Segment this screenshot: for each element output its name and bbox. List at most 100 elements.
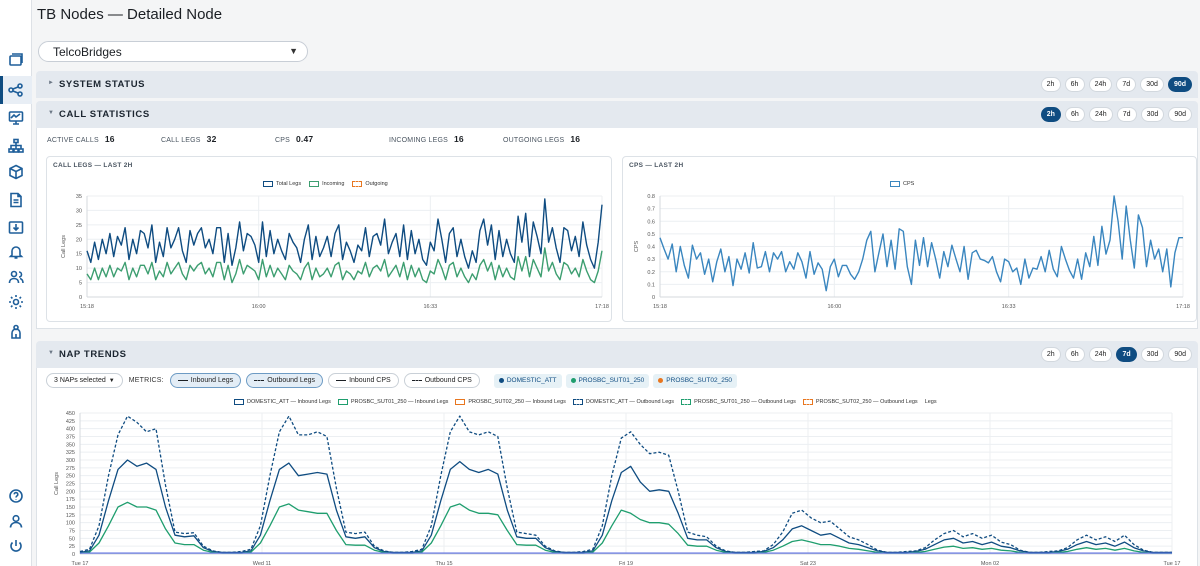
legend-item[interactable]: PROSBC_SUT01_250 — Inbound Legs: [337, 399, 448, 405]
x-tick-label: 15:18: [653, 304, 667, 310]
cps-chart-title: CPS — LAST 2H: [629, 162, 684, 169]
legend-item[interactable]: DOMESTIC_ATT — Outbound Legs: [572, 399, 674, 405]
system-status-range-2h[interactable]: 2h: [1040, 77, 1061, 92]
x-tick-label: 16:33: [1002, 304, 1016, 310]
x-tick-label: Sat 23: [800, 561, 816, 566]
document-icon[interactable]: [6, 190, 26, 210]
y-axis-label: CPS: [634, 241, 640, 253]
stat-cps: CPS 0.47: [275, 134, 314, 144]
metric-pill-outbound-legs[interactable]: Outbound Legs: [246, 373, 324, 388]
legend-label: PROSBC_SUT02_250 — Outbound Legs: [815, 399, 918, 405]
nap-trends-range-24h[interactable]: 24h: [1088, 347, 1113, 362]
legend-item[interactable]: PROSBC_SUT02_250 — Outbound Legs: [802, 399, 918, 405]
y-tick-label: 30: [76, 208, 82, 214]
nap-tag-label: DOMESTIC_ATT: [506, 377, 557, 384]
system-status-range-group: 2h 6h 24h 7d 30d 90d: [1040, 77, 1192, 92]
monitor-icon[interactable]: [6, 108, 26, 128]
bell-icon[interactable]: [6, 242, 26, 262]
hierarchy-icon[interactable]: [6, 136, 26, 156]
legend-item[interactable]: PROSBC_SUT01_250 — Outbound Legs: [681, 399, 796, 405]
y-tick-label: 50: [69, 536, 75, 542]
call-statistics-header[interactable]: ▼ CALL STATISTICS 2h 6h 24h 7d 30d 90d: [36, 101, 1198, 128]
nap-trends-header[interactable]: ▼ NAP TRENDS 2h 6h 24h 7d 30d 90d: [36, 341, 1198, 368]
nap-select[interactable]: 3 NAPs selected ▼: [46, 373, 123, 388]
y-tick-label: 0.3: [647, 257, 655, 263]
call-legs-chart: 0 5 10 15 20 25 30 35 15:18 16:00 16:33 17:18 Call L…: [61, 194, 609, 310]
metric-pill-inbound-cps[interactable]: Inbound CPS: [328, 373, 399, 388]
stat-outgoing-legs: OUTGOING LEGS 16: [503, 134, 581, 144]
legend-item[interactable]: Incoming: [309, 181, 344, 187]
legend-swatch-icon: [455, 399, 466, 405]
system-status-range-6h[interactable]: 6h: [1064, 77, 1085, 92]
line-style-icon: [336, 380, 347, 381]
y-tick-label: 125: [66, 513, 75, 519]
nodes-graph-icon[interactable]: [6, 80, 26, 100]
y-tick-label: 0.7: [647, 207, 655, 213]
cube-icon[interactable]: [6, 162, 26, 182]
call-statistics-range-30d[interactable]: 30d: [1140, 107, 1165, 122]
help-icon[interactable]: [6, 486, 26, 506]
y-tick-label: 450: [66, 411, 75, 417]
sidebar-active-indicator: [0, 76, 32, 104]
nap-trends-range-2h[interactable]: 2h: [1040, 347, 1061, 362]
series-line-0: [79, 459, 1172, 554]
legend-item[interactable]: Total Legs: [263, 181, 301, 187]
nap-trends-range-6h[interactable]: 6h: [1064, 347, 1085, 362]
legend-item[interactable]: PROSBC_SUT02_250 — Inbound Legs: [455, 399, 566, 405]
legend-item[interactable]: Legs: [925, 399, 937, 405]
nap-tag-domestic-att[interactable]: DOMESTIC_ATT: [493, 373, 562, 388]
legend-item[interactable]: DOMESTIC_ATT — Inbound Legs: [234, 399, 331, 405]
nap-color-dot-icon: [658, 378, 664, 383]
call-statistics-range-24h[interactable]: 24h: [1088, 107, 1113, 122]
nap-trends-range-30d[interactable]: 30d: [1140, 347, 1165, 362]
legend-label: PROSBC_SUT01_250 — Outbound Legs: [694, 399, 796, 405]
metric-pill-label: Outbound CPS: [424, 377, 472, 384]
power-icon[interactable]: [6, 536, 26, 556]
cps-chart-card: CPS — LAST 2H CPS 0 0.1 0.2 0.3 0.4 0.5 0.6 0.7…: [622, 156, 1197, 322]
call-statistics-range-90d[interactable]: 90d: [1168, 107, 1192, 122]
user-icon[interactable]: [6, 511, 26, 531]
nap-tag-prosbc-sut02-250[interactable]: PROSBC_SUT02_250: [653, 373, 738, 388]
x-tick-label: Wed 11: [253, 561, 271, 566]
legend-swatch-icon: [802, 399, 813, 405]
system-status-title: SYSTEM STATUS: [59, 79, 146, 90]
download-box-icon[interactable]: [6, 217, 26, 237]
call-legs-chart-card: CALL LEGS — LAST 2H Total Legs Incoming Ou…: [46, 156, 612, 322]
legend-label: PROSBC_SUT02_250 — Inbound Legs: [468, 399, 566, 405]
y-tick-label: 375: [66, 435, 75, 441]
metric-pill-label: Inbound CPS: [349, 377, 391, 384]
system-status-range-30d[interactable]: 30d: [1140, 77, 1164, 92]
call-statistics-range-6h[interactable]: 6h: [1064, 107, 1085, 122]
series-line-0: [659, 195, 1183, 292]
metric-pill-inbound-legs[interactable]: Inbound Legs: [169, 373, 242, 388]
nap-tag-prosbc-sut01-250[interactable]: PROSBC_SUT01_250: [565, 373, 650, 388]
stat-incoming-legs: INCOMING LEGS 16: [389, 134, 464, 144]
system-status-range-7d[interactable]: 7d: [1116, 77, 1137, 92]
y-tick-label: 0.5: [647, 232, 655, 238]
metric-pill-outbound-cps[interactable]: Outbound CPS: [403, 373, 480, 388]
chevron-down-icon: ▼: [108, 377, 115, 384]
system-status-range-90d[interactable]: 90d: [1167, 77, 1192, 92]
y-tick-label: 0: [72, 552, 75, 558]
plug-icon[interactable]: [6, 322, 26, 342]
y-tick-label: 325: [66, 450, 75, 456]
gear-icon[interactable]: [6, 292, 26, 312]
nap-trends-range-7d[interactable]: 7d: [1116, 347, 1137, 362]
windows-icon[interactable]: [6, 50, 26, 70]
nap-trends-legend: DOMESTIC_ATT — Inbound Legs PROSBC_SUT01_…: [234, 399, 937, 405]
sidebar: [0, 0, 32, 566]
y-tick-label: 0.8: [647, 194, 655, 200]
legend-item[interactable]: Outgoing: [352, 181, 388, 187]
node-select[interactable]: TelcoBridges ▼: [38, 41, 308, 62]
system-status-header[interactable]: ► SYSTEM STATUS 2h 6h 24h 7d 30d 90d: [36, 71, 1198, 98]
system-status-range-24h[interactable]: 24h: [1088, 77, 1113, 92]
call-statistics-range-2h[interactable]: 2h: [1040, 107, 1061, 122]
users-icon[interactable]: [6, 267, 26, 287]
y-tick-label: 10: [76, 266, 82, 272]
call-statistics-range-7d[interactable]: 7d: [1116, 107, 1137, 122]
legend-item[interactable]: CPS: [890, 181, 914, 187]
stat-active-calls: ACTIVE CALLS 16: [47, 134, 115, 144]
nap-color-dot-icon: [498, 378, 504, 383]
series-line-3: [79, 415, 1172, 554]
nap-trends-range-90d[interactable]: 90d: [1168, 347, 1192, 362]
